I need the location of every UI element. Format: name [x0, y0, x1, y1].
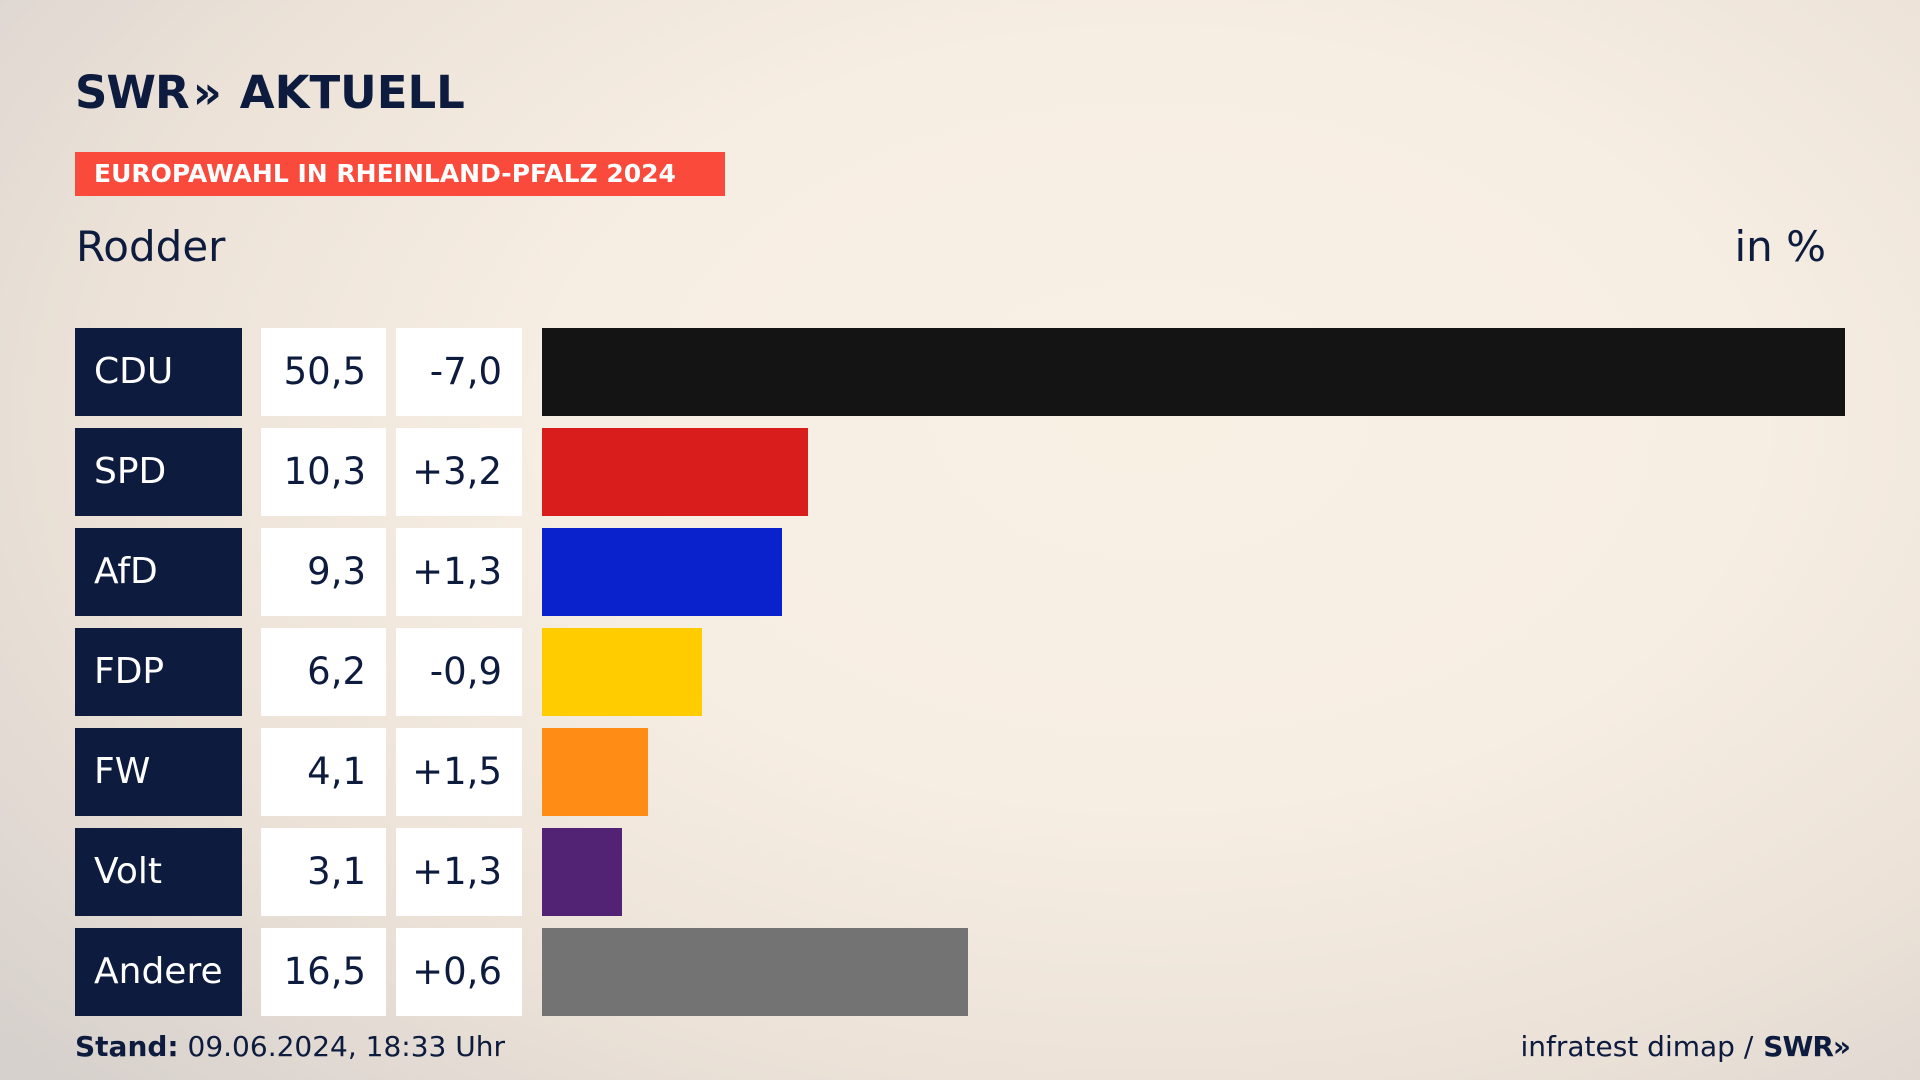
value-label: 9,3 — [261, 528, 386, 616]
change-label: +1,3 — [396, 828, 522, 916]
value-label: 10,3 — [261, 428, 386, 516]
result-row-afd: AfD 9,3 +1,3 — [75, 528, 1845, 616]
election-banner: EUROPAWAHL IN RHEINLAND-PFALZ 2024 — [75, 152, 725, 196]
party-label: Andere — [75, 928, 242, 1016]
value-label: 16,5 — [261, 928, 386, 1016]
place-title: Rodder — [76, 222, 226, 271]
result-row-volt: Volt 3,1 +1,3 — [75, 828, 1845, 916]
change-label: +1,3 — [396, 528, 522, 616]
source-swr-logo: SWR — [1763, 1030, 1834, 1063]
result-row-fdp: FDP 6,2 -0,9 — [75, 628, 1845, 716]
change-label: -0,9 — [396, 628, 522, 716]
swr-aktuell-logo: SWR » AKTUELL — [75, 65, 465, 119]
change-label: +3,2 — [396, 428, 522, 516]
logo-aktuell: AKTUELL — [239, 65, 465, 119]
bar-spd — [542, 428, 808, 516]
bar-fdp — [542, 628, 702, 716]
stand-label: Stand: — [75, 1030, 179, 1063]
value-label: 4,1 — [261, 728, 386, 816]
value-label: 6,2 — [261, 628, 386, 716]
unit-label: in % — [1734, 222, 1826, 271]
party-label: Volt — [75, 828, 242, 916]
bar-fw — [542, 728, 648, 816]
result-row-andere: Andere 16,5 +0,6 — [75, 928, 1845, 1016]
party-label: SPD — [75, 428, 242, 516]
bar-volt — [542, 828, 622, 916]
change-label: +0,6 — [396, 928, 522, 1016]
logo-chevron-icon: » — [192, 65, 222, 119]
change-label: +1,5 — [396, 728, 522, 816]
result-row-cdu: CDU 50,5 -7,0 — [75, 328, 1845, 416]
result-row-spd: SPD 10,3 +3,2 — [75, 428, 1845, 516]
party-label: CDU — [75, 328, 242, 416]
logo-swr: SWR — [75, 65, 190, 119]
bar-andere — [542, 928, 968, 1016]
party-label: AfD — [75, 528, 242, 616]
source-chevron-icon: » — [1832, 1030, 1851, 1063]
value-label: 3,1 — [261, 828, 386, 916]
bar-cdu — [542, 328, 1845, 416]
change-label: -7,0 — [396, 328, 522, 416]
party-label: FW — [75, 728, 242, 816]
source-text: infratest dimap / — [1520, 1030, 1754, 1063]
stand-value: 09.06.2024, 18:33 Uhr — [187, 1030, 505, 1063]
source-credit: infratest dimap / SWR » — [1520, 1030, 1851, 1063]
timestamp: Stand: 09.06.2024, 18:33 Uhr — [75, 1030, 505, 1063]
bar-afd — [542, 528, 782, 616]
party-label: FDP — [75, 628, 242, 716]
result-row-fw: FW 4,1 +1,5 — [75, 728, 1845, 816]
value-label: 50,5 — [261, 328, 386, 416]
